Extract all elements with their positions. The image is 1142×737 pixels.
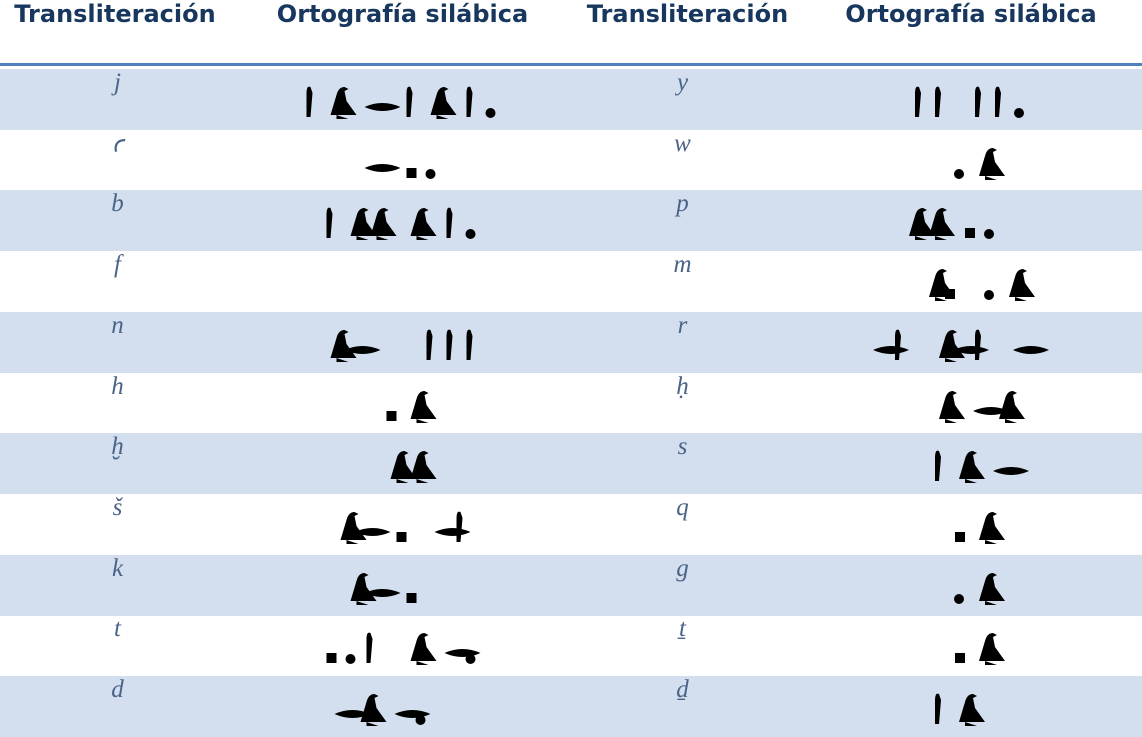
transliteration: q: [676, 493, 689, 521]
hieroglyphs: [915, 86, 1024, 118]
hieroglyphs: [386, 390, 437, 423]
transliteration: ḫ: [111, 433, 124, 461]
hieroglyphs: [326, 632, 481, 666]
transliteration: ṯ: [679, 615, 686, 643]
transliteration: h: [111, 372, 124, 400]
hieroglyphs: [873, 329, 1065, 362]
transliteration: n: [111, 311, 124, 339]
transliteration: t: [114, 615, 121, 643]
hieroglyphs: [326, 207, 476, 241]
hieroglyphs: [390, 451, 437, 484]
hieroglyphs: [954, 572, 1005, 605]
transliteration: s: [677, 433, 688, 461]
header-cell: Transliteración: [14, 0, 216, 28]
transliteration: g: [676, 554, 689, 582]
transliteration: r: [677, 311, 688, 339]
transliteration: ꜥ: [111, 131, 124, 159]
hieroglyphs: [394, 291, 407, 300]
transliteration: ḥ: [676, 372, 689, 400]
transliteration: d: [111, 676, 124, 703]
hieroglyphs: [306, 86, 496, 119]
transliteration: y: [676, 69, 689, 96]
hieroglyphs: [929, 269, 1035, 302]
transliteration: š: [112, 493, 123, 521]
hieroglyphs: [955, 633, 1005, 666]
transliteration: f: [114, 251, 121, 279]
hieroglyphs: [350, 572, 457, 605]
transliteration: j: [114, 69, 121, 96]
header-row: Transliteración Ortografía silábica Tran…: [0, 0, 1142, 66]
hieroglyphs: [955, 511, 1005, 544]
header-cell: Ortografía silábica: [845, 0, 1097, 28]
header-cell: Transliteración: [586, 0, 789, 28]
header-cell: Ortografía silábica: [276, 0, 529, 28]
transliteration: b: [111, 190, 124, 218]
hieroglyphs: [334, 694, 467, 726]
hieroglyphs: [909, 208, 1035, 241]
hieroglyphs: [364, 163, 436, 179]
transliteration: p: [676, 190, 689, 218]
transliteration: w: [674, 129, 691, 157]
hieroglyphs: [330, 329, 473, 362]
hieroglyphs: [340, 511, 471, 544]
hieroglyphs: [935, 693, 1005, 726]
transliteration: k: [111, 554, 124, 582]
transliteration: ḏ: [676, 676, 689, 703]
hieroglyphs: [954, 147, 1005, 180]
hieroglyphs: [935, 450, 1029, 484]
hieroglyphs: [939, 390, 1025, 423]
transliteration: m: [673, 251, 692, 279]
